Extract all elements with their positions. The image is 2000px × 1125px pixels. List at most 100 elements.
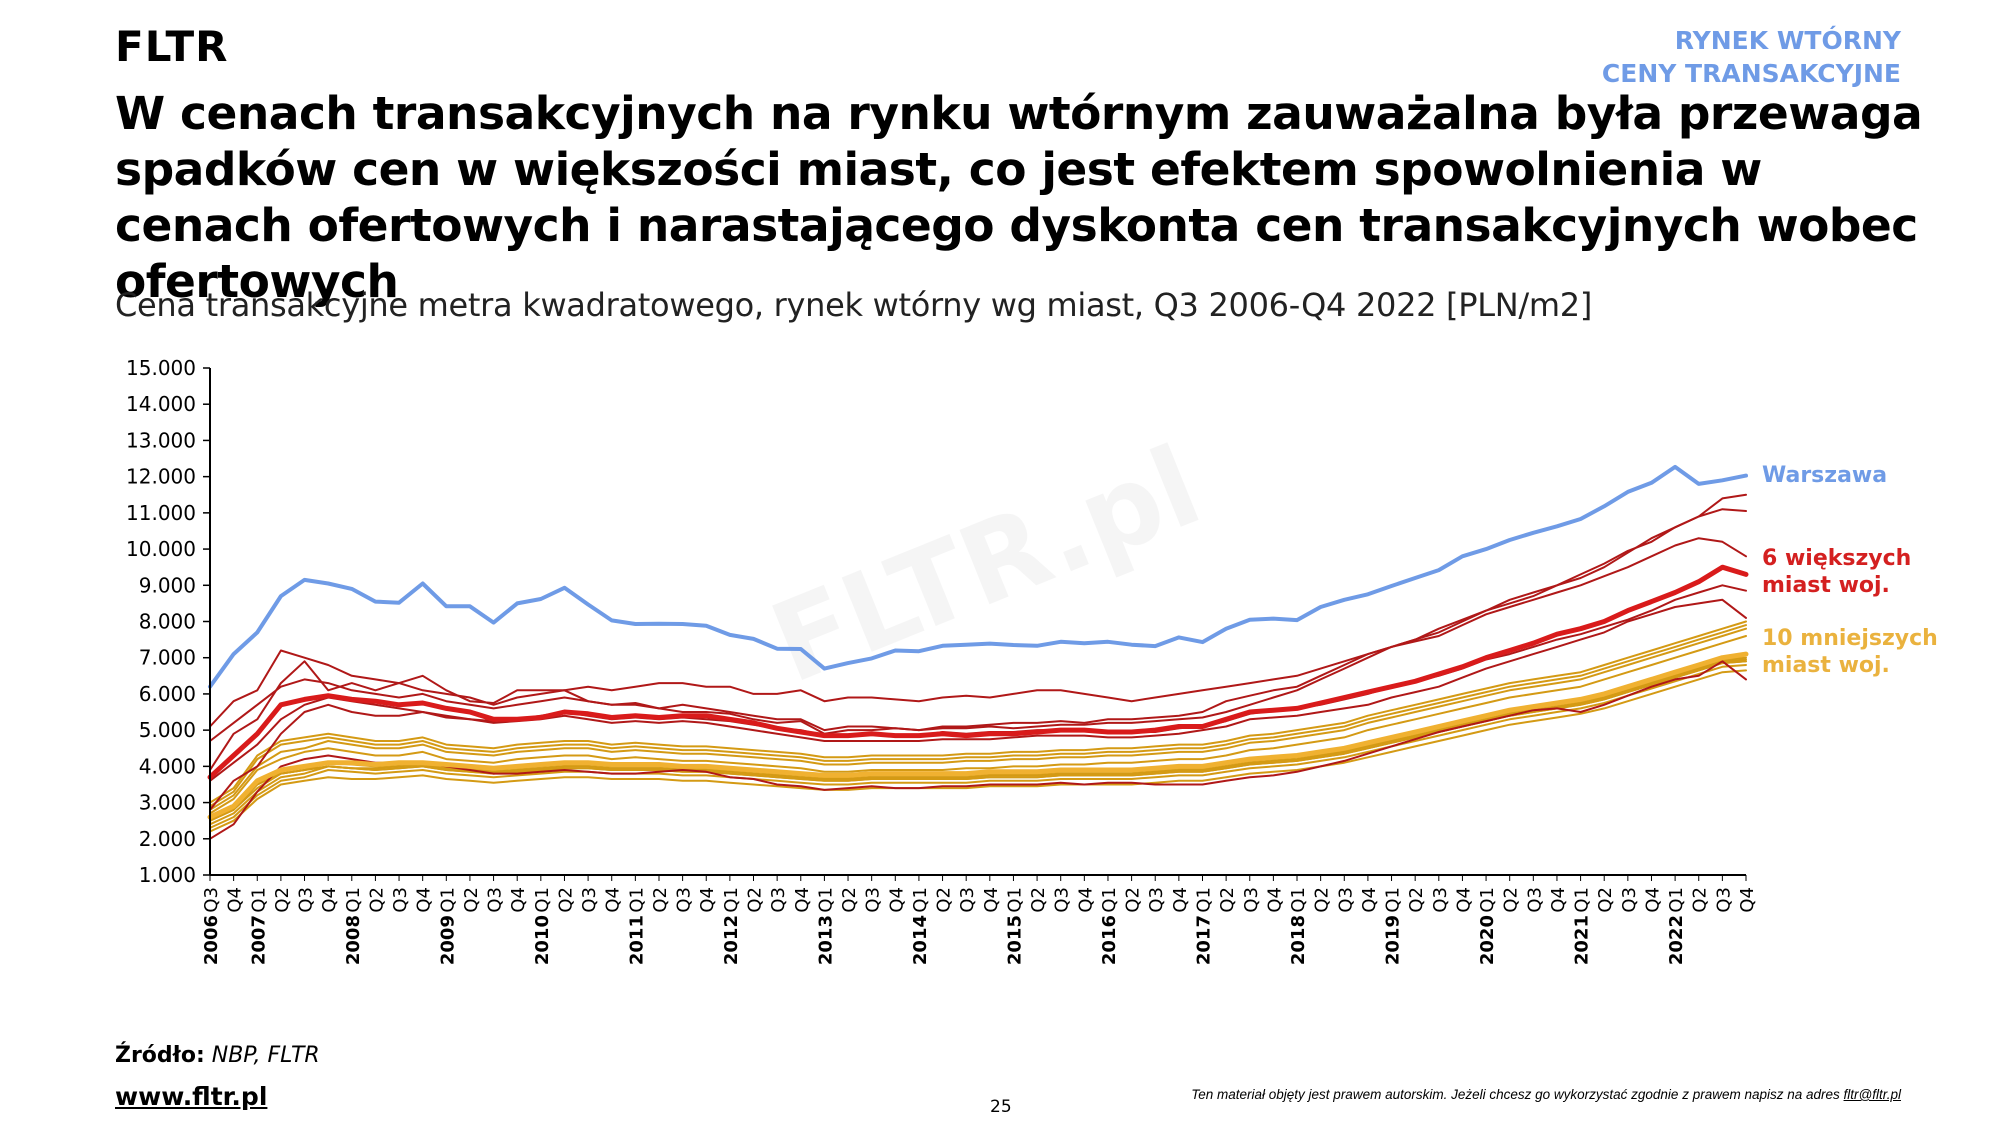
x-quarter-label: Q4 <box>886 887 907 913</box>
x-quarter-label: Q3 <box>390 887 411 913</box>
x-quarter-label: Q3 <box>1619 887 1640 913</box>
x-quarter-label: Q2 <box>1690 887 1711 913</box>
website-link[interactable]: www.fltr.pl <box>115 1082 268 1111</box>
series-big-average <box>207 564 1749 780</box>
x-quarter-label: Q4 <box>1170 887 1191 913</box>
x-quarter-label: Q4 <box>225 887 246 913</box>
series-big-city-5 <box>209 660 1747 840</box>
y-tick-label: 12.000 <box>126 465 196 489</box>
x-quarter-label: Q4 <box>1737 887 1758 913</box>
x-quarter-label: Q3 <box>768 887 789 913</box>
x-quarter-label: Q3 <box>1146 887 1167 913</box>
x-quarter-label: Q4 <box>1548 887 1569 913</box>
x-year-label: 2022 <box>1666 915 1687 965</box>
x-quarter-label: Q3 <box>863 887 884 913</box>
y-tick-label: 4.000 <box>139 754 196 778</box>
series-small-average <box>207 651 1749 820</box>
x-quarter-label: Q3 <box>1430 887 1451 913</box>
x-quarter-label: Q2 <box>1406 887 1427 913</box>
x-quarter-label: Q4 <box>1264 887 1285 913</box>
x-quarter-label: Q1 <box>532 887 553 913</box>
email-link[interactable]: fltr@fltr.pl <box>1843 1087 1901 1102</box>
x-year-label: 2016 <box>1099 915 1120 965</box>
source-note: Źródło: NBP, FLTR <box>115 1043 320 1068</box>
y-tick-label: 10.000 <box>126 537 196 561</box>
x-year-label: 2021 <box>1572 915 1593 965</box>
x-quarter-label: Q1 <box>1004 887 1025 913</box>
y-tick-label: 13.000 <box>126 428 196 452</box>
source-label: Źródło: <box>115 1043 205 1068</box>
x-quarter-label: Q1 <box>910 887 931 913</box>
legend-small-cities-line1: 10 mniejszych <box>1762 626 1938 651</box>
x-quarter-label: Q1 <box>815 887 836 913</box>
x-quarter-label: Q4 <box>792 887 813 913</box>
x-quarter-label: Q2 <box>366 887 387 913</box>
y-tick-label: 11.000 <box>126 501 196 525</box>
x-quarter-label: Q3 <box>674 887 695 913</box>
series-small-city-5 <box>209 664 1747 829</box>
x-year-label: 2017 <box>1193 915 1214 965</box>
x-quarter-label: Q4 <box>1359 887 1380 913</box>
y-tick-label: 15.000 <box>126 356 196 380</box>
x-year-label: 2020 <box>1477 915 1498 965</box>
copyright-text: Ten materiał objęty jest prawem autorski… <box>1191 1087 1844 1102</box>
section-label-line2: CENY TRANSAKCYJNE <box>1601 59 1901 88</box>
y-tick-label: 2.000 <box>139 827 196 851</box>
series-small-city-9 <box>209 620 1747 804</box>
y-tick-label: 3.000 <box>139 791 196 815</box>
x-quarter-label: Q4 <box>414 887 435 913</box>
x-quarter-label: Q1 <box>1572 887 1593 913</box>
x-quarter-label: Q4 <box>1642 887 1663 913</box>
watermark-text: FLTR.pl <box>755 422 1217 708</box>
x-quarter-label: Q2 <box>461 887 482 913</box>
source-text: NBP, FLTR <box>211 1043 320 1068</box>
x-quarter-label: Q2 <box>1312 887 1333 913</box>
section-label: RYNEK WTÓRNY CENY TRANSAKCYJNE <box>1602 24 1901 90</box>
brand-logo: FLTR <box>115 22 229 71</box>
legend-big-cities-line2: miast woj. <box>1762 573 1890 598</box>
x-year-label: 2015 <box>1004 915 1025 965</box>
x-year-label: 2019 <box>1383 915 1404 965</box>
legend-big-cities-line1: 6 większych <box>1762 546 1911 571</box>
series-small-city-4 <box>209 624 1747 808</box>
series-small-city-1 <box>209 635 1747 815</box>
x-quarter-label: Q3 <box>485 887 506 913</box>
y-tick-label: 14.000 <box>126 392 196 416</box>
x-quarter-label: Q3 <box>296 887 317 913</box>
y-tick-label: 1.000 <box>139 863 196 887</box>
x-quarter-label: Q1 <box>721 887 742 913</box>
x-quarter-label: Q3 <box>579 887 600 913</box>
x-year-label: 2010 <box>532 915 553 965</box>
x-year-label: 2006 <box>201 915 222 965</box>
x-quarter-label: Q2 <box>1595 887 1616 913</box>
x-quarter-label: Q3 <box>957 887 978 913</box>
x-quarter-label: Q1 <box>1099 887 1120 913</box>
x-quarter-label: Q4 <box>319 887 340 913</box>
section-label-line1: RYNEK WTÓRNY <box>1674 26 1901 55</box>
x-quarter-label: Q4 <box>1075 887 1096 913</box>
series-warszawa <box>208 464 1748 689</box>
y-tick-label: 8.000 <box>139 610 196 634</box>
x-quarter-label: Q3 <box>1052 887 1073 913</box>
x-quarter-label: Q1 <box>248 887 269 913</box>
x-quarter-label: Q1 <box>1193 887 1214 913</box>
x-quarter-label: Q4 <box>697 887 718 913</box>
x-year-label: 2018 <box>1288 915 1309 965</box>
x-quarter-label: Q3 <box>1241 887 1262 913</box>
series-big-city-1 <box>209 537 1747 771</box>
x-year-label: 2009 <box>437 915 458 965</box>
series-small-city-8 <box>209 669 1747 833</box>
x-quarter-label: Q2 <box>1123 887 1144 913</box>
x-quarter-label: Q2 <box>839 887 860 913</box>
y-tick-label: 5.000 <box>139 718 196 742</box>
x-quarter-label: Q1 <box>1666 887 1687 913</box>
page-number: 25 <box>990 1097 1012 1117</box>
x-quarter-label: Q2 <box>650 887 671 913</box>
y-tick-label: 7.000 <box>139 646 196 670</box>
x-quarter-label: Q1 <box>626 887 647 913</box>
x-quarter-label: Q3 <box>1335 887 1356 913</box>
x-quarter-label: Q2 <box>555 887 576 913</box>
x-quarter-label: Q4 <box>981 887 1002 913</box>
x-quarter-label: Q2 <box>272 887 293 913</box>
